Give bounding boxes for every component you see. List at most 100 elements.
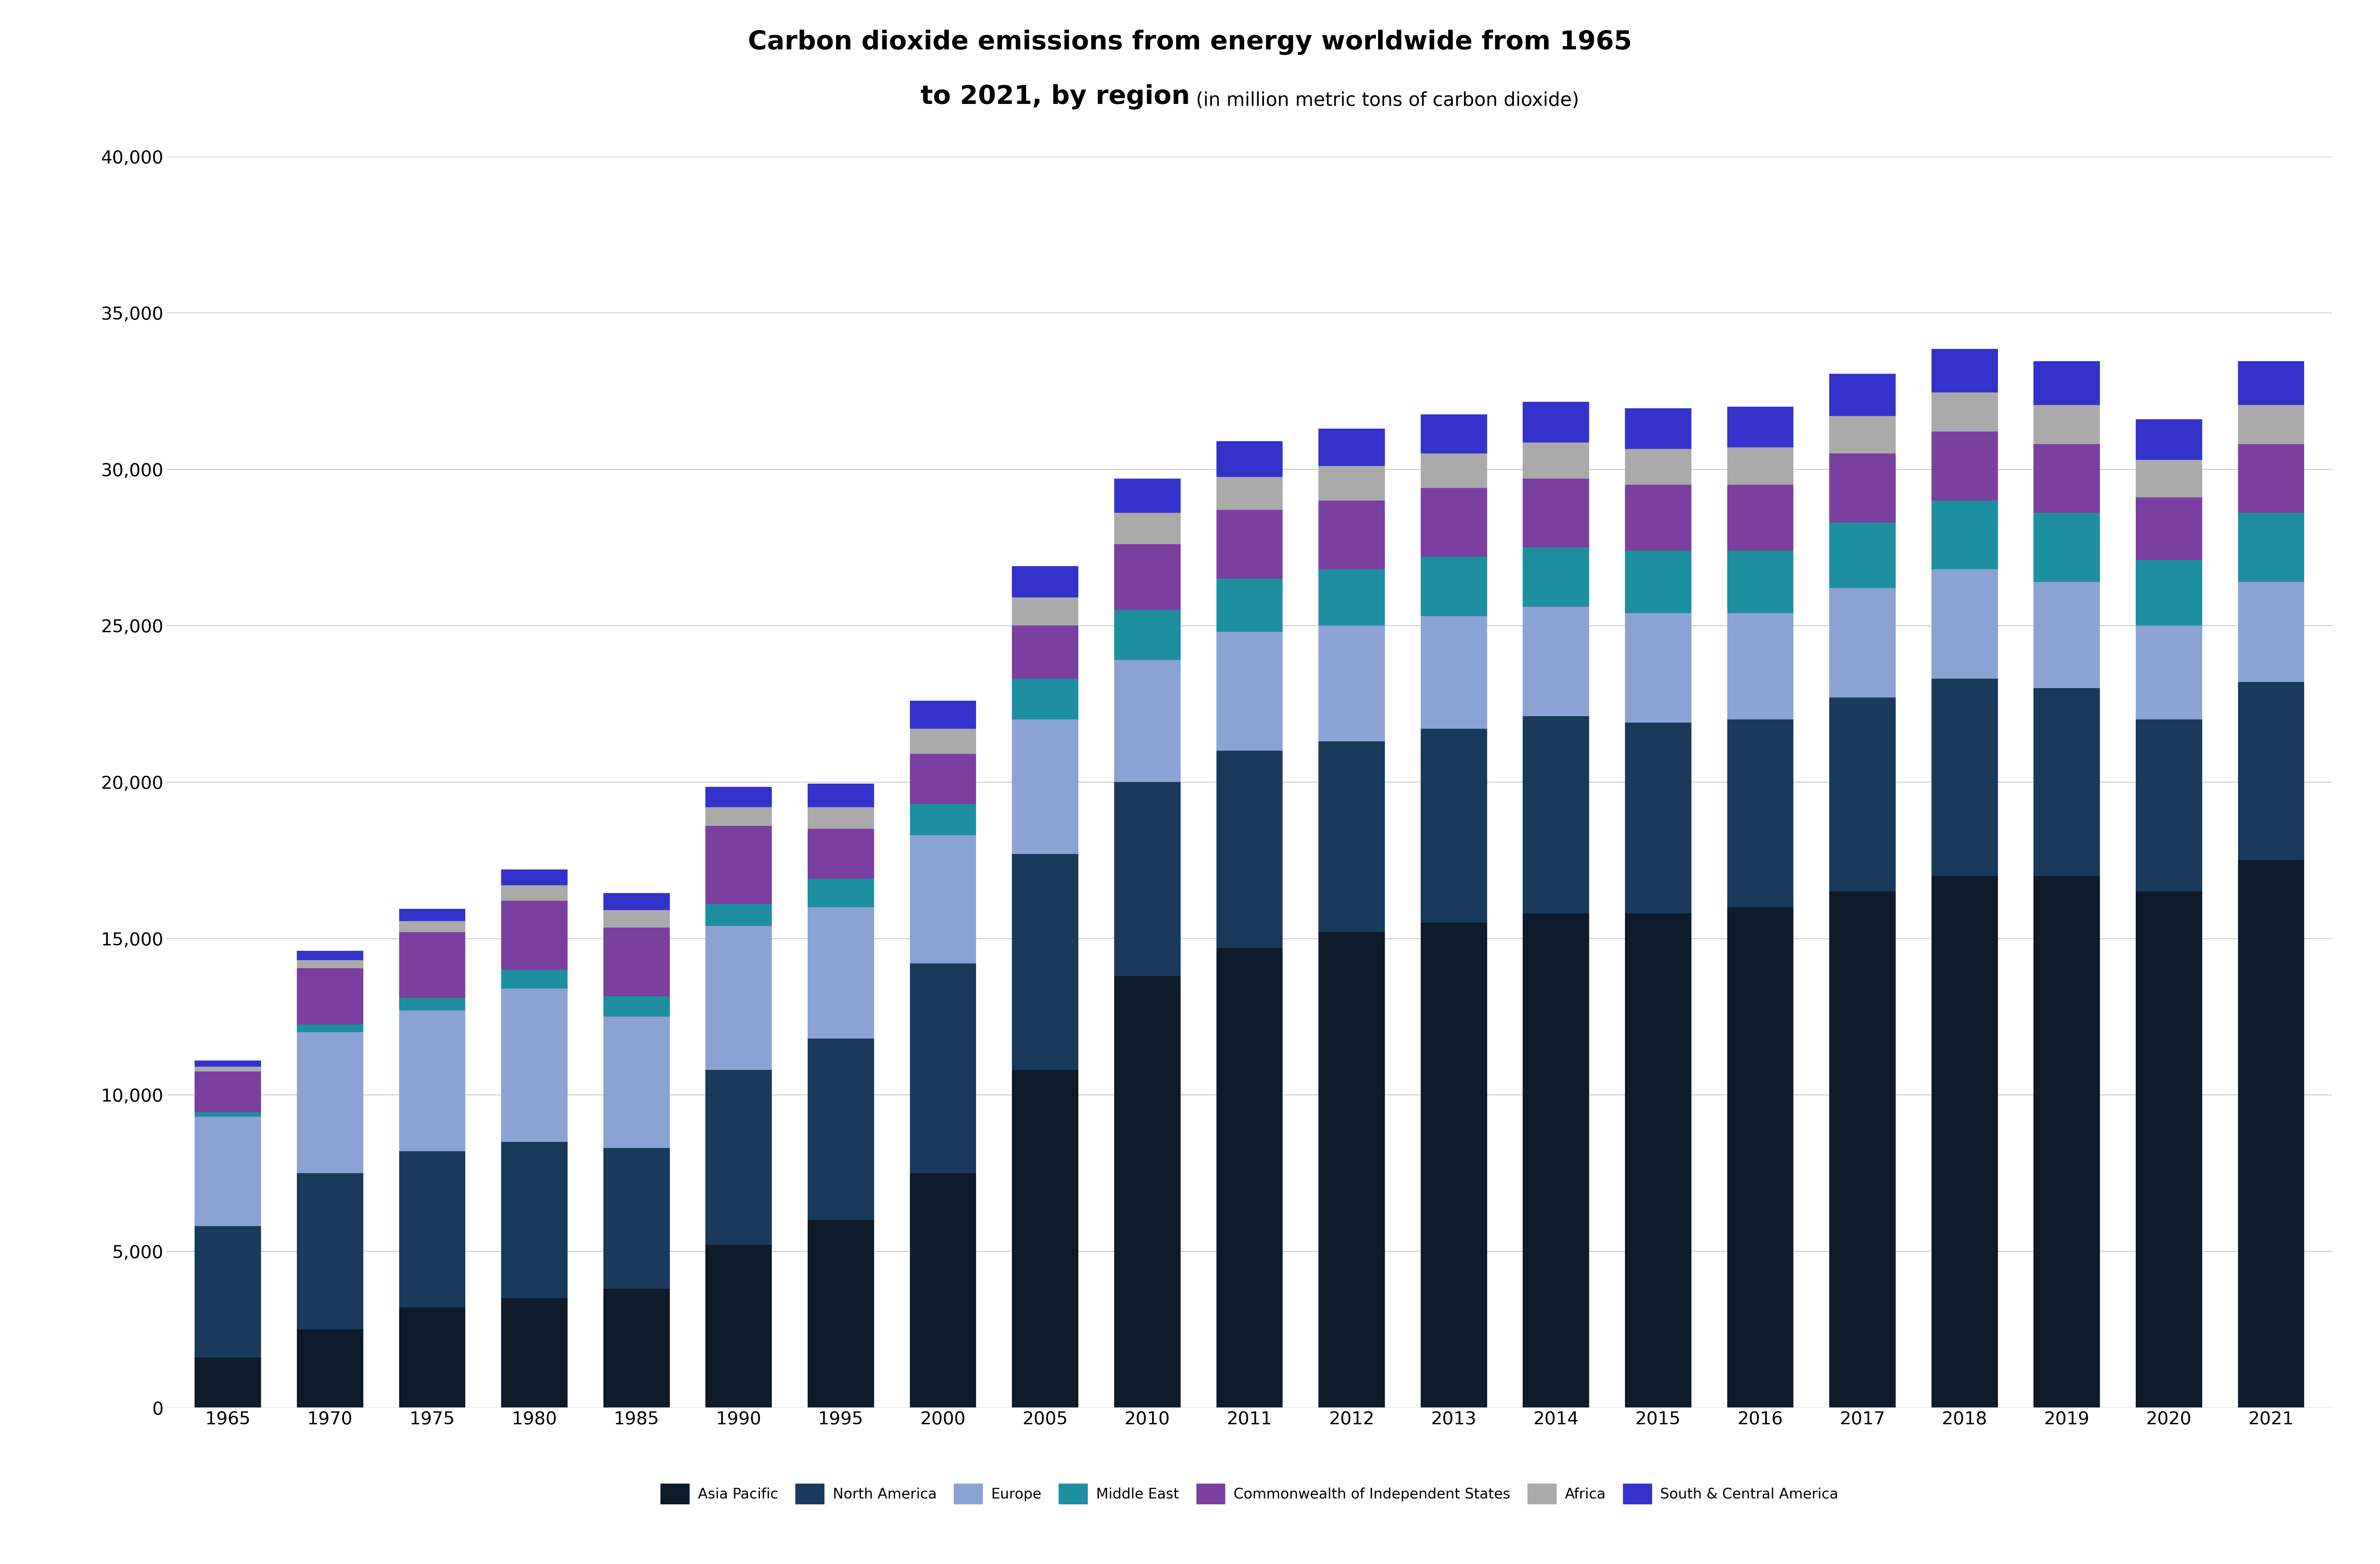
- Bar: [1523, 547, 1590, 607]
- Bar: [807, 907, 873, 1038]
- Bar: [298, 1024, 364, 1032]
- Bar: [1114, 976, 1180, 1408]
- Bar: [605, 1017, 669, 1148]
- Bar: [502, 901, 566, 970]
- Bar: [1626, 913, 1692, 1408]
- Bar: [1421, 616, 1488, 729]
- Bar: [502, 885, 566, 901]
- Bar: [2033, 876, 2099, 1408]
- Bar: [1011, 566, 1078, 597]
- Bar: [909, 963, 976, 1173]
- Bar: [2237, 444, 2304, 513]
- Bar: [1319, 466, 1385, 500]
- Bar: [1114, 610, 1180, 660]
- Bar: [298, 960, 364, 968]
- Bar: [1421, 557, 1488, 616]
- Bar: [1216, 751, 1283, 948]
- Bar: [1728, 613, 1795, 719]
- Bar: [1728, 485, 1795, 551]
- Bar: [400, 909, 466, 921]
- Bar: [2237, 582, 2304, 682]
- Bar: [1626, 449, 1692, 485]
- Bar: [1626, 613, 1692, 723]
- Bar: [1319, 500, 1385, 569]
- Bar: [298, 1173, 364, 1329]
- Bar: [1421, 454, 1488, 488]
- Bar: [2135, 891, 2202, 1408]
- Bar: [502, 1142, 566, 1298]
- Bar: [1114, 513, 1180, 544]
- Bar: [400, 998, 466, 1010]
- Bar: [1626, 551, 1692, 613]
- Bar: [1319, 429, 1385, 466]
- Bar: [2237, 682, 2304, 860]
- Bar: [400, 1010, 466, 1151]
- Bar: [704, 807, 771, 826]
- Bar: [1114, 782, 1180, 976]
- Bar: [2135, 560, 2202, 626]
- Bar: [1216, 948, 1283, 1408]
- Bar: [1216, 441, 1283, 477]
- Bar: [1830, 374, 1894, 416]
- Bar: [195, 1358, 262, 1408]
- Bar: [1319, 741, 1385, 932]
- Bar: [1830, 416, 1894, 454]
- Bar: [1114, 660, 1180, 782]
- Bar: [605, 996, 669, 1017]
- Bar: [1933, 569, 1997, 679]
- Bar: [1011, 1070, 1078, 1408]
- Bar: [400, 1308, 466, 1408]
- Bar: [2237, 361, 2304, 405]
- Bar: [2135, 719, 2202, 891]
- Bar: [1830, 454, 1894, 522]
- Bar: [1523, 913, 1590, 1408]
- Bar: [502, 988, 566, 1142]
- Bar: [195, 1071, 262, 1112]
- Bar: [400, 932, 466, 998]
- Bar: [298, 951, 364, 960]
- Bar: [1114, 544, 1180, 610]
- Bar: [704, 904, 771, 926]
- Bar: [1114, 479, 1180, 513]
- Bar: [1011, 854, 1078, 1070]
- Text: (in million metric tons of carbon dioxide): (in million metric tons of carbon dioxid…: [1190, 91, 1578, 109]
- Bar: [1011, 679, 1078, 719]
- Bar: [2033, 513, 2099, 582]
- Bar: [1830, 698, 1894, 891]
- Bar: [704, 926, 771, 1070]
- Bar: [704, 787, 771, 807]
- Bar: [704, 1245, 771, 1408]
- Bar: [807, 807, 873, 829]
- Bar: [400, 921, 466, 932]
- Text: to 2021, by region: to 2021, by region: [921, 84, 1190, 109]
- Bar: [1523, 402, 1590, 443]
- Bar: [807, 1038, 873, 1220]
- Bar: [704, 826, 771, 904]
- Bar: [1933, 500, 1997, 569]
- Bar: [807, 879, 873, 907]
- Bar: [807, 784, 873, 807]
- Bar: [2033, 582, 2099, 688]
- Bar: [1728, 907, 1795, 1408]
- Bar: [1523, 607, 1590, 716]
- Bar: [195, 1112, 262, 1117]
- Bar: [605, 927, 669, 996]
- Bar: [1728, 407, 1795, 447]
- Bar: [195, 1060, 262, 1067]
- Bar: [195, 1067, 262, 1071]
- Bar: [1626, 485, 1692, 551]
- Bar: [909, 729, 976, 754]
- Bar: [1216, 477, 1283, 510]
- Bar: [1216, 579, 1283, 632]
- Text: Carbon dioxide emissions from energy worldwide from 1965: Carbon dioxide emissions from energy wor…: [747, 30, 1633, 55]
- Bar: [1421, 414, 1488, 454]
- Bar: [605, 1148, 669, 1289]
- Bar: [195, 1117, 262, 1226]
- Bar: [1933, 876, 1997, 1408]
- Bar: [1421, 923, 1488, 1408]
- Bar: [807, 1220, 873, 1408]
- Bar: [1216, 510, 1283, 579]
- Bar: [298, 1329, 364, 1408]
- Bar: [909, 754, 976, 804]
- Bar: [1626, 723, 1692, 913]
